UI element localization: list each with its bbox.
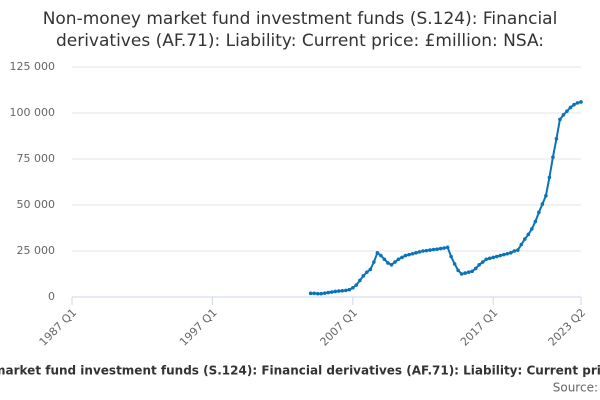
data-point [452,262,457,266]
data-point [312,291,317,296]
data-point [501,252,506,257]
y-tick-label: 100 000 [10,106,56,119]
data-point [372,260,376,264]
data-point [326,290,331,295]
data-point [470,269,474,274]
y-tick-label: 0 [48,290,55,303]
data-point [491,255,496,260]
data-point [393,260,397,264]
data-point [333,289,338,294]
data-point [400,255,404,260]
chart-title: derivatives (AF.71): Liability: Current … [56,31,544,51]
data-point [494,254,499,259]
data-point [505,251,510,256]
data-point [480,260,485,264]
data-point [414,251,418,255]
data-point [315,291,320,296]
data-point [459,272,464,276]
data-point [344,288,348,293]
data-point [519,242,524,247]
data-point [526,232,531,237]
data-point [368,267,373,272]
data-point [442,246,446,250]
y-tick-label: 75 000 [17,152,56,165]
data-point [424,248,429,253]
data-point [438,246,443,251]
data-point [386,261,390,265]
data-point [410,251,415,256]
data-point [336,289,341,293]
data-point [508,251,513,255]
data-point [561,113,566,117]
data-point [358,278,362,283]
data-point [329,290,334,294]
data-point [351,286,355,290]
data-point [403,253,408,258]
data-point [456,268,460,273]
data-point [379,253,383,258]
data-point [449,254,453,259]
data-point [477,263,482,267]
data-point [308,291,313,296]
data-point [533,219,538,224]
y-tick-label: 125 000 [10,60,56,73]
x-tick-label: 2023 Q2 [546,306,589,349]
data-point [347,287,352,292]
x-tick-label: 2007 Q1 [318,306,361,349]
data-point [361,274,366,278]
data-point [389,263,394,267]
data-point [487,256,492,261]
data-point [431,247,436,252]
x-tick-label: 2017 Q1 [458,306,501,349]
data-point [435,247,439,251]
data-point [466,270,471,274]
data-point [428,248,432,252]
data-point [322,291,327,295]
caption: market fund investment funds (S.124): Fi… [0,364,600,378]
data-point [547,175,552,180]
data-point [523,237,527,241]
data-point [544,194,548,198]
x-tick-label: 1997 Q1 [177,306,220,349]
data-point [445,245,450,250]
chart-title: Non-money market fund investment funds (… [43,9,558,29]
series-line [310,100,582,295]
source: Source: [553,381,598,395]
data-point [365,270,369,274]
data-point [498,253,503,258]
data-point [484,257,489,262]
data-point [530,227,534,231]
data-point [537,210,541,215]
y-tick-label: 50 000 [17,198,56,211]
data-point [463,271,467,275]
data-point [417,250,422,254]
data-point [354,283,359,287]
y-tick-label: 25 000 [17,244,56,257]
data-point [575,101,580,105]
data-point [319,291,324,296]
data-point [551,155,555,159]
data-point [540,202,545,206]
data-point [572,102,576,107]
data-point [579,100,583,104]
data-point [375,251,380,255]
data-point [396,257,401,262]
data-point [558,117,562,122]
data-point [565,109,569,113]
data-point [512,249,517,253]
data-point [568,105,573,110]
data-point [407,252,411,257]
data-point [382,257,387,262]
data-point [554,136,559,141]
data-point [516,248,520,252]
data-point [473,266,478,271]
data-point [340,288,345,293]
x-tick-label: 1987 Q1 [37,306,80,349]
data-point [421,249,425,253]
